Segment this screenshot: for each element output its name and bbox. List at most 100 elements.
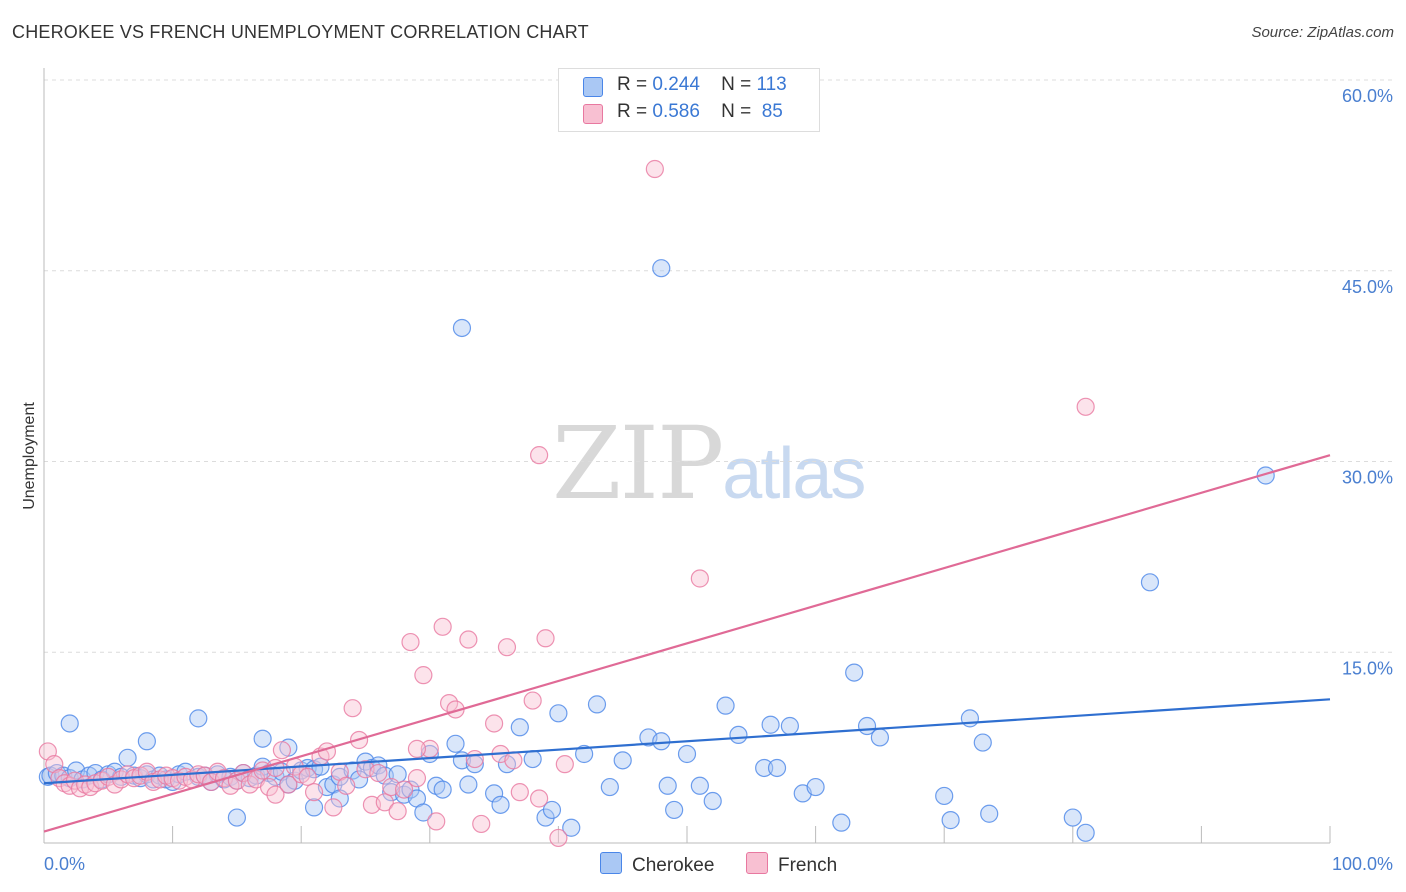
stats-legend: R = 0.244 N = 113 R = 0.586 N = 85 xyxy=(558,68,820,132)
french-point xyxy=(279,775,298,794)
cherokee-point xyxy=(941,811,960,830)
axis-labels: 15.0% 30.0% 45.0% 60.0% 0.0% 100.0% Unemployme… xyxy=(21,86,1393,874)
french-point xyxy=(472,814,491,834)
cherokee-swatch xyxy=(600,852,622,874)
bottom-legend-cherokee: Cherokee xyxy=(600,852,714,877)
cherokee-point xyxy=(401,780,420,799)
french-point xyxy=(369,763,388,783)
x-tick-label: 100.0% xyxy=(1332,854,1393,874)
cherokee-point xyxy=(414,803,433,822)
cherokee-point xyxy=(587,695,607,714)
cherokee-point xyxy=(189,709,208,728)
axes xyxy=(43,68,1331,844)
french-point xyxy=(324,798,343,817)
cherokee-point xyxy=(1063,808,1082,827)
r-value: 0.244 xyxy=(652,74,700,95)
legend-text-cherokee: R = 0.244 N = 113 xyxy=(617,74,787,96)
y-tick-label: 45.0% xyxy=(1342,277,1393,297)
r-value: 0.586 xyxy=(652,101,700,122)
french-point xyxy=(388,802,407,821)
french-point xyxy=(401,632,420,652)
cherokee-point xyxy=(677,744,697,764)
y-tick-label: 30.0% xyxy=(1342,468,1393,488)
french-trend-line xyxy=(43,454,1331,833)
french-point xyxy=(304,783,324,802)
cherokee-point xyxy=(433,780,452,799)
cherokee-point xyxy=(973,733,992,752)
french-point xyxy=(407,769,427,788)
cherokee-point xyxy=(716,696,735,715)
french-point xyxy=(645,159,664,179)
watermark: ZIPatlas xyxy=(552,405,866,522)
r-label: R = xyxy=(617,101,648,122)
watermark-atlas: atlas xyxy=(722,434,866,514)
cherokee-point xyxy=(960,709,980,728)
cherokee-point xyxy=(935,786,954,806)
cherokee-point xyxy=(227,808,246,827)
cherokee-point xyxy=(652,732,671,751)
french-point xyxy=(259,777,279,797)
french-point xyxy=(465,749,484,769)
french-point xyxy=(266,785,285,804)
chart-title: CHEROKEE VS FRENCH UNEMPLOYMENT CORRELAT… xyxy=(12,22,589,42)
cherokee-swatch xyxy=(583,77,603,97)
y-tick-label: 60.0% xyxy=(1342,86,1393,106)
cherokee-point xyxy=(510,718,529,737)
y-axis-label: Unemployment xyxy=(21,402,38,510)
cherokee-point xyxy=(118,748,137,767)
cherokee-point xyxy=(536,808,555,827)
cherokee-point xyxy=(60,714,79,733)
french-point xyxy=(485,714,504,733)
french-point xyxy=(343,699,362,718)
french-point xyxy=(530,446,549,465)
cherokee-point xyxy=(304,798,324,817)
n-value: 113 xyxy=(756,74,787,95)
french-point xyxy=(407,739,427,758)
cherokee-point xyxy=(575,744,594,764)
french-point xyxy=(272,741,292,760)
french-point xyxy=(1076,397,1095,416)
cherokee-point xyxy=(600,777,619,797)
french-point xyxy=(523,691,542,710)
cherokee-point xyxy=(665,800,684,820)
cherokee-point xyxy=(137,732,156,751)
cherokee-point xyxy=(767,758,787,778)
french-label: French xyxy=(778,855,838,876)
cherokee-label: Cherokee xyxy=(632,855,715,876)
cherokee-point xyxy=(562,818,581,837)
cherokee-point xyxy=(780,716,799,736)
cherokee-point xyxy=(761,715,780,734)
french-point xyxy=(459,630,478,649)
french-point xyxy=(45,755,64,774)
french-point xyxy=(510,783,529,802)
series-cherokee xyxy=(38,259,1275,842)
cherokee-point xyxy=(755,758,774,778)
n-label: N = xyxy=(721,101,752,122)
cherokee-point xyxy=(652,259,671,278)
cherokee-point xyxy=(446,734,465,753)
french-point xyxy=(536,629,555,648)
cherokee-point xyxy=(845,663,864,682)
french-point xyxy=(298,767,317,786)
french-point xyxy=(337,776,356,795)
watermark-zip: ZIP xyxy=(552,405,724,522)
cherokee-point xyxy=(613,751,632,770)
r-label: R = xyxy=(617,74,648,95)
french-swatch xyxy=(746,852,768,874)
cherokee-point xyxy=(253,729,272,748)
cherokee-point xyxy=(1140,573,1160,592)
cherokee-point xyxy=(980,804,999,823)
cherokee-point xyxy=(452,318,472,338)
trend-lines xyxy=(43,454,1331,833)
bottom-legend-french: French xyxy=(746,852,837,877)
french-point xyxy=(394,780,414,799)
french-point xyxy=(414,666,433,685)
cherokee-point xyxy=(1076,823,1095,842)
french-point xyxy=(427,812,446,831)
cherokee-point xyxy=(658,776,677,795)
series-french xyxy=(38,159,1095,848)
french-point xyxy=(375,793,394,812)
grid-lines xyxy=(44,79,1395,653)
cherokee-trend-line xyxy=(43,698,1331,785)
